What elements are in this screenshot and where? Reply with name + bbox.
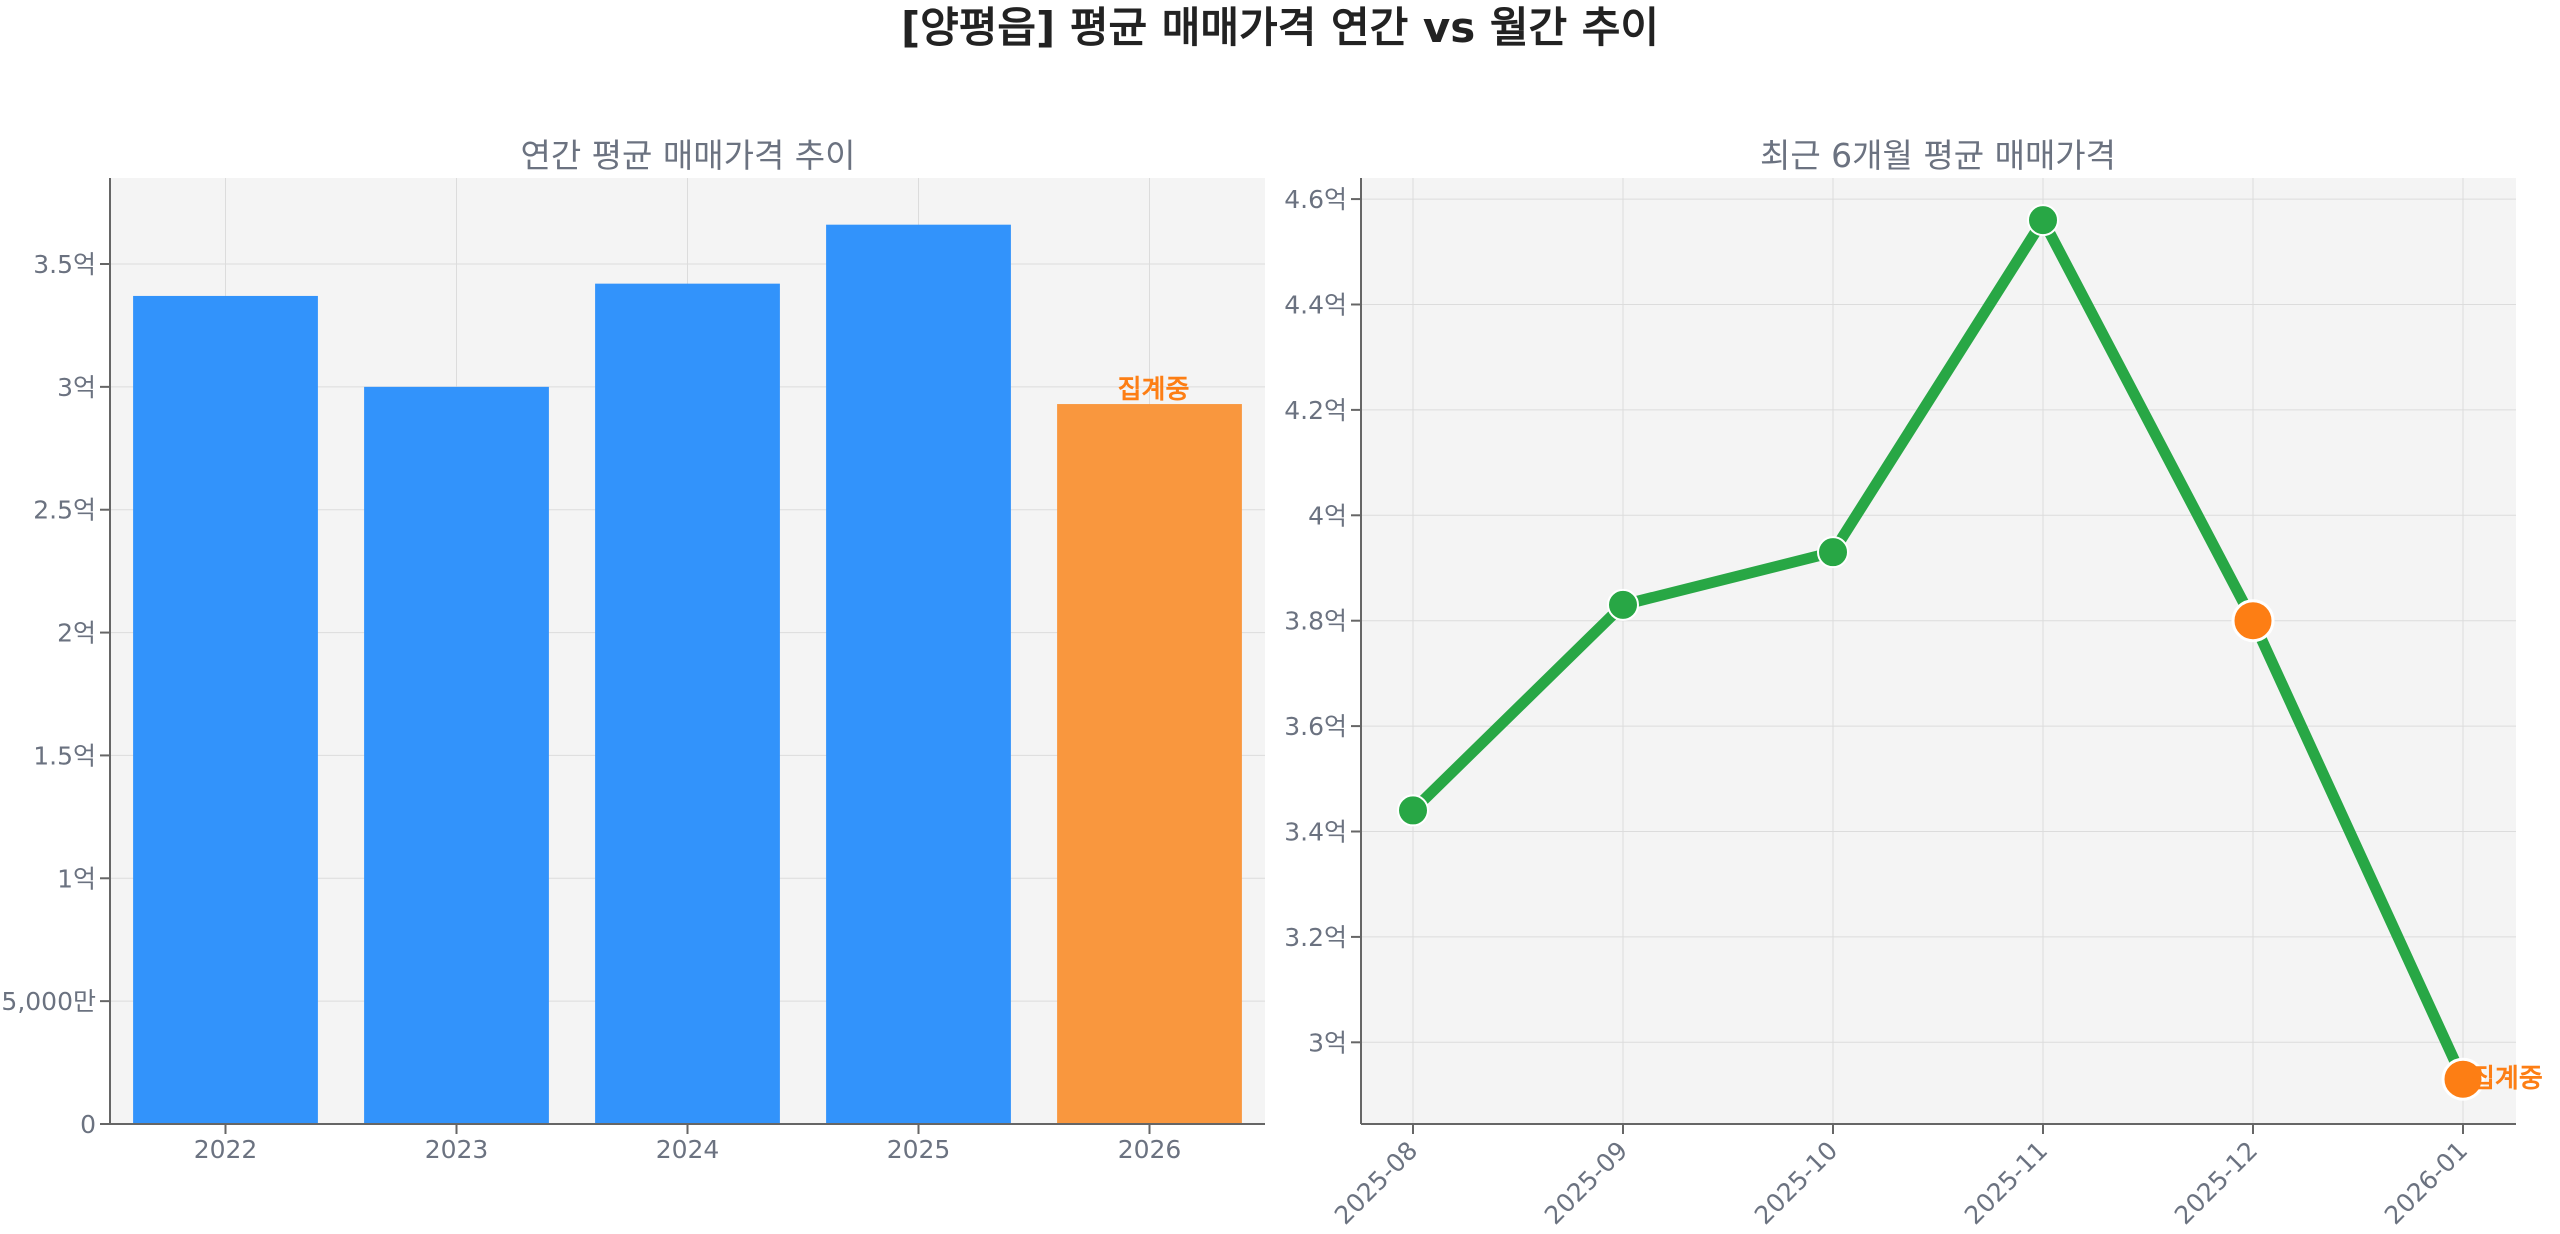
monthly-plot-area [1361, 178, 2516, 1124]
annual-y-tick-label: 1.5억 [33, 741, 96, 770]
figure-title: [양평읍] 평균 매매가격 연간 vs 월간 추이 [901, 3, 1659, 52]
monthly-y-tick-label: 4.2억 [1284, 396, 1347, 425]
monthly-y-tick-label: 4억 [1308, 501, 1347, 530]
annual-bar-2023 [364, 386, 549, 1124]
monthly-y-tick-label: 3.4억 [1284, 818, 1347, 847]
monthly-y-tick-label: 3.2억 [1284, 923, 1347, 952]
monthly-point-2025-11 [2027, 204, 2059, 237]
monthly-x-ticks: 2025-08 2025-09 2025-10 2025-11 2025-12 2026-… [1329, 1124, 2473, 1230]
monthly-x-tick-label: 2025-09 [1539, 1136, 1633, 1230]
annual-y-tick-label: 1억 [57, 864, 96, 893]
annual-chart-title: 연간 평균 매매가격 추이 [520, 136, 855, 175]
annual-y-tick-label: 3.5억 [33, 250, 96, 279]
annual-y-tick-label: 2.5억 [33, 496, 96, 525]
monthly-y-tick-label: 4.6억 [1284, 185, 1347, 214]
monthly-point-2025-12 [2231, 599, 2275, 643]
monthly-gridlines [1361, 178, 2516, 1124]
annual-partial-annotation: 집계중 [1118, 375, 1190, 405]
monthly-y-tick-label: 3.8억 [1284, 607, 1347, 636]
annual-bars: 집계중 [133, 224, 1242, 1125]
monthly-x-tick-label: 2025-08 [1329, 1136, 1423, 1230]
monthly-y-tick-label: 3억 [1308, 1028, 1347, 1057]
annual-x-ticks: 2022 2023 2024 2025 2026 [194, 1124, 1182, 1164]
annual-bar-2026 [1057, 404, 1242, 1124]
annual-bar-2022 [133, 295, 318, 1124]
annual-y-tick-label: 3억 [57, 373, 96, 402]
annual-x-tick-label: 2026 [1118, 1135, 1182, 1164]
monthly-line-chart: 집계중 3억 3.2억 3.4억 3.6억 3.8억 4억 4.2억 4.4억 4.6억 202… [1284, 136, 2543, 1230]
monthly-series-line [1407, 214, 2469, 1085]
monthly-x-tick-label: 2026-01 [2379, 1136, 2473, 1230]
monthly-y-ticks: 3억 3.2억 3.4억 3.6억 3.8억 4억 4.2억 4.4억 4.6억 [1284, 185, 1361, 1057]
monthly-partial-annotation: 집계중 [2471, 1064, 2543, 1094]
annual-y-tick-label: 5,000만 [1, 987, 96, 1016]
annual-y-tick-label: 0 [80, 1110, 96, 1139]
monthly-point-2026-01 [2441, 1057, 2485, 1101]
monthly-line: 집계중 [1397, 204, 2543, 1101]
annual-y-tick-label: 2억 [57, 619, 96, 648]
monthly-y-tick-label: 4.4억 [1284, 290, 1347, 319]
monthly-x-tick-label: 2025-11 [1959, 1136, 2053, 1230]
annual-bar-2025 [826, 224, 1011, 1124]
annual-bar-2024 [595, 283, 780, 1125]
monthly-x-tick-label: 2025-12 [2169, 1136, 2263, 1230]
monthly-point-2025-09 [1607, 588, 1639, 621]
monthly-chart-title: 최근 6개월 평균 매매가격 [1760, 136, 2116, 175]
annual-x-tick-label: 2022 [194, 1135, 258, 1164]
annual-x-tick-label: 2025 [887, 1135, 951, 1164]
monthly-y-tick-label: 3.6억 [1284, 712, 1347, 741]
monthly-x-tick-label: 2025-10 [1749, 1136, 1843, 1230]
monthly-point-2025-08 [1397, 794, 1429, 827]
annual-y-ticks: 0 5,000만 1억 1.5억 2억 2.5억 3억 3.5억 [1, 250, 110, 1139]
annual-x-tick-label: 2024 [656, 1135, 720, 1164]
monthly-point-2025-10 [1817, 536, 1849, 569]
annual-x-tick-label: 2023 [425, 1135, 489, 1164]
